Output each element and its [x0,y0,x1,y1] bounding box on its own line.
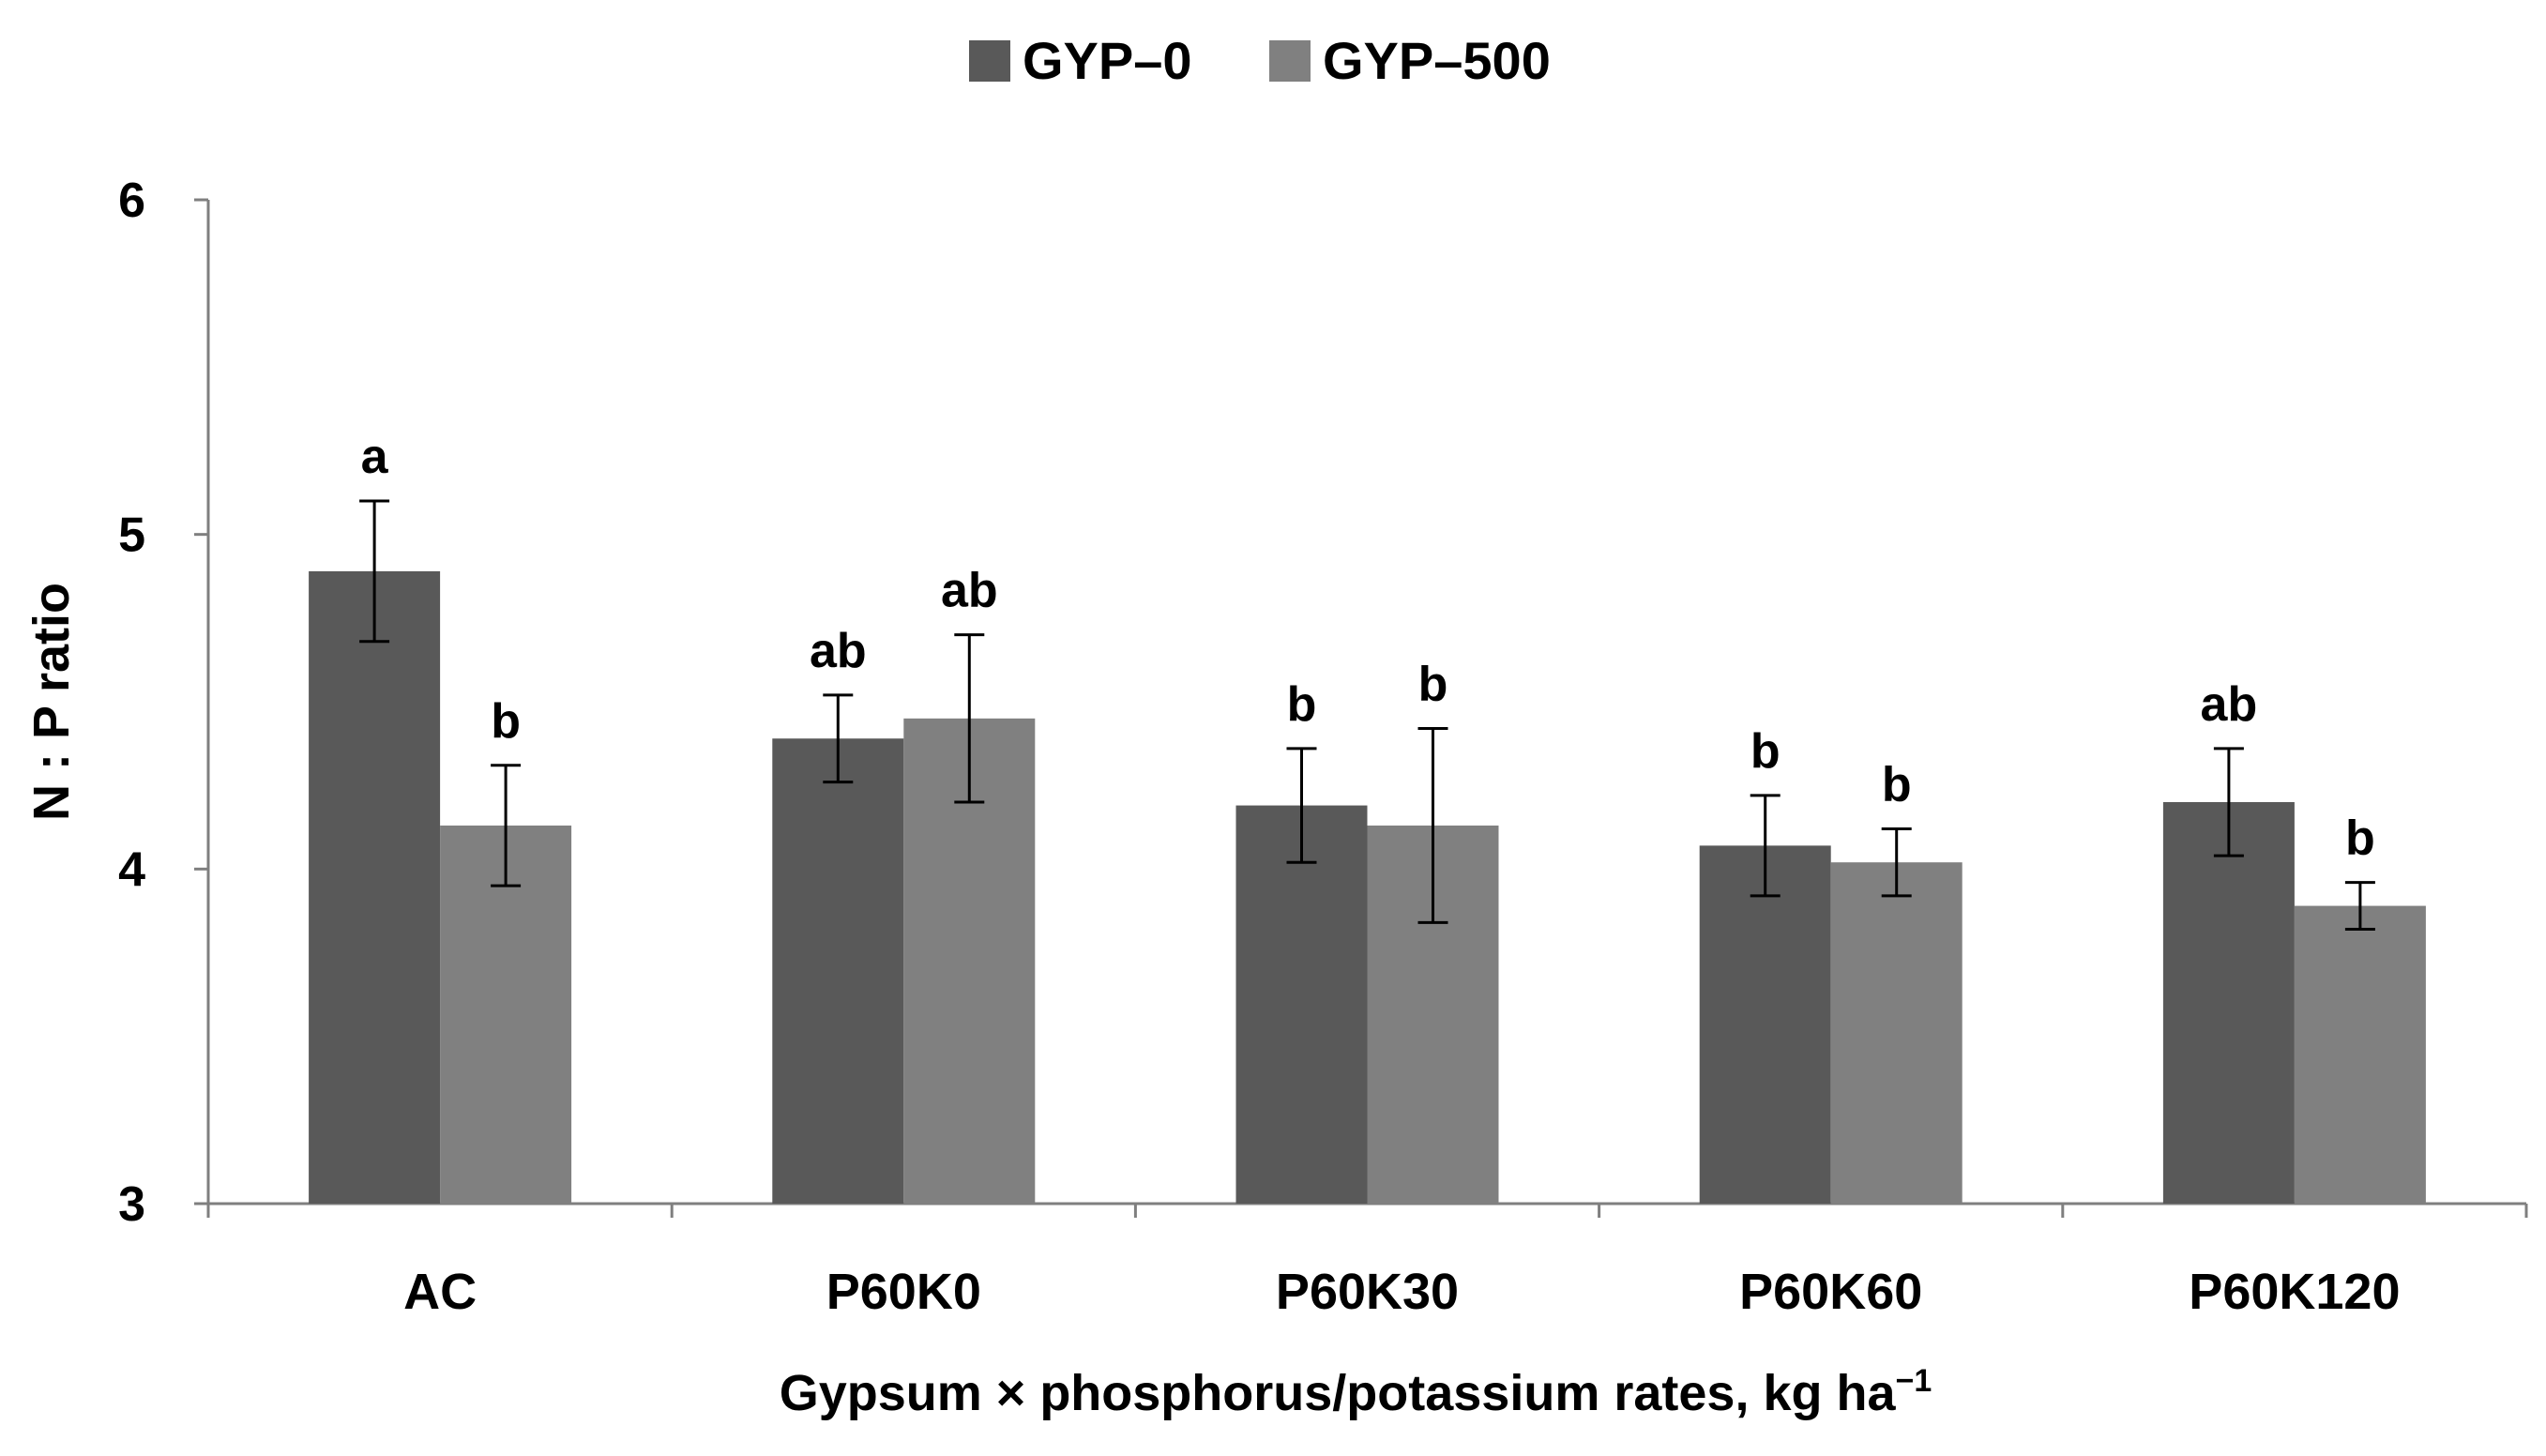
legend: GYP–0 GYP–500 [969,31,1551,90]
bar [440,825,572,1204]
category-labels: AC P60K0 P60K30 P60K60 P60K120 [403,1264,2400,1320]
bar [2294,905,2426,1204]
category-label: AC [403,1264,477,1320]
category-label: P60K0 [826,1264,981,1320]
legend-swatch-gyp-0 [969,40,1010,82]
x-axis-title: Gypsum × phosphorus/potassium rates, kg … [780,1363,1932,1421]
bar [772,738,904,1204]
legend-swatch-gyp-500 [1269,40,1311,82]
significance-label: ab [941,564,998,618]
significance-label: b [1882,758,1912,812]
bar [1830,862,1963,1204]
significance-label: b [1287,677,1317,732]
y-tick-label: 6 [118,174,145,228]
x-axis-title-main: Gypsum × phosphorus/potassium rates, kg … [780,1365,1897,1421]
bar [2162,802,2295,1204]
category-label: P60K30 [1276,1264,1459,1320]
y-tick-label: 4 [118,842,145,897]
x-axis-ticks [206,1204,2528,1218]
bar [309,570,441,1204]
bar [1699,845,1831,1204]
significance-label: b [2345,811,2375,866]
legend-label-gyp-500: GYP–500 [1323,31,1551,90]
y-axis-title: N : P ratio [23,583,80,821]
significance-label: ab [810,624,867,678]
y-tick-label: 3 [118,1177,145,1232]
y-tick-label: 5 [118,508,145,563]
bar [1235,805,1368,1204]
x-axis-title-superscript: −1 [1896,1363,1932,1399]
category-label: P60K120 [2189,1264,2400,1320]
significance-label: b [1418,658,1448,712]
category-label: P60K60 [1739,1264,1922,1320]
significance-label: b [1750,724,1781,779]
significance-label: b [491,694,521,749]
significance-label: ab [2201,677,2258,732]
legend-label-gyp-0: GYP–0 [1023,31,1192,90]
significance-label: a [361,430,389,484]
y-axis-ticks: 3 4 5 6 [118,174,208,1232]
